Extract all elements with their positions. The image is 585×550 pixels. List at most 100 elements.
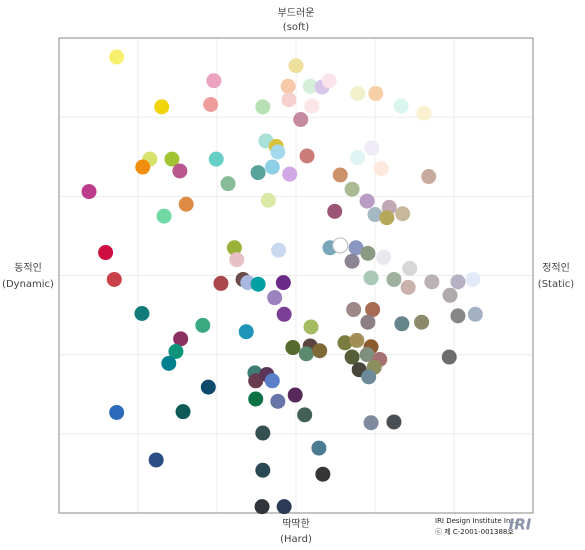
color-dot xyxy=(267,290,283,306)
color-dot xyxy=(365,302,381,318)
plot-frame xyxy=(58,37,534,514)
color-dot xyxy=(364,140,380,156)
color-dot xyxy=(363,270,379,286)
color-dot xyxy=(98,245,114,261)
color-dot xyxy=(175,404,191,420)
color-dot xyxy=(270,144,286,160)
color-dot xyxy=(109,404,125,420)
color-dot xyxy=(402,260,418,276)
color-dot xyxy=(276,499,292,515)
color-dot xyxy=(213,275,229,291)
color-dot xyxy=(465,271,481,287)
color-dot xyxy=(361,369,377,385)
color-dot xyxy=(172,163,188,179)
color-dot xyxy=(226,240,242,256)
color-dot xyxy=(255,425,271,441)
color-dot xyxy=(337,335,353,351)
color-dot xyxy=(248,391,264,407)
top-label: 부드러운 xyxy=(278,7,315,19)
color-dot xyxy=(350,85,366,101)
color-dot xyxy=(344,349,360,365)
color-dot xyxy=(321,73,337,89)
color-dot xyxy=(154,99,170,115)
color-dot xyxy=(350,150,366,166)
color-dot xyxy=(109,49,125,65)
color-dot xyxy=(260,192,276,208)
color-dot xyxy=(285,340,301,356)
color-dot xyxy=(368,85,384,101)
color-dot xyxy=(311,440,327,456)
color-dot xyxy=(421,169,437,185)
left-label: 동적인 xyxy=(14,262,42,274)
color-dot xyxy=(250,165,266,181)
color-dot xyxy=(386,414,402,430)
color-dot xyxy=(250,276,266,292)
color-dot xyxy=(442,287,458,303)
color-dot xyxy=(134,306,150,321)
color-dot xyxy=(264,159,280,175)
color-dot xyxy=(254,499,270,515)
color-dot xyxy=(106,271,122,287)
color-dot xyxy=(304,98,320,114)
color-dot xyxy=(299,148,315,164)
color-dot xyxy=(394,316,410,332)
color-dot xyxy=(206,73,222,89)
color-dot xyxy=(393,98,409,114)
bottom-label: 딱딱한 xyxy=(282,518,310,530)
color-dot xyxy=(276,306,292,322)
color-dot xyxy=(178,196,194,212)
color-dot xyxy=(302,78,318,94)
color-dot xyxy=(288,58,304,74)
top-label-en: (soft) xyxy=(283,22,309,33)
color-dot xyxy=(264,373,280,389)
color-dot xyxy=(287,387,303,403)
color-dot xyxy=(281,92,297,108)
color-dot xyxy=(424,274,440,290)
color-dot xyxy=(344,181,360,197)
color-dot xyxy=(414,314,430,330)
color-dot xyxy=(195,317,211,333)
color-dot xyxy=(200,379,216,395)
color-dot xyxy=(164,151,180,167)
color-dot xyxy=(173,331,189,347)
color-dot xyxy=(270,393,286,409)
color-dot xyxy=(363,415,379,431)
color-dot xyxy=(441,349,457,365)
color-dot xyxy=(400,279,416,295)
color-dot xyxy=(344,253,360,269)
color-dot xyxy=(450,308,466,324)
credit: ⓒ 제 C-2001-001388호 xyxy=(435,528,514,536)
color-dot xyxy=(348,240,364,256)
color-dot xyxy=(395,206,411,222)
color-dot xyxy=(81,184,97,200)
color-dot xyxy=(367,207,383,223)
credit: IRI Design Institute Inc. xyxy=(435,517,516,525)
color-dot xyxy=(135,159,151,175)
color-dot xyxy=(467,306,483,322)
color-dot xyxy=(297,407,313,423)
color-dot xyxy=(298,346,314,362)
color-dot xyxy=(255,99,271,115)
color-dot xyxy=(386,271,402,287)
logo: IRI xyxy=(509,516,532,534)
color-dot xyxy=(315,466,331,482)
right-label-en: (Static) xyxy=(538,279,574,290)
bottom-label-en: (Hard) xyxy=(280,534,312,545)
color-dot xyxy=(156,208,172,224)
color-dot xyxy=(255,462,271,478)
color-dot xyxy=(327,203,343,219)
color-dot xyxy=(161,355,177,371)
color-dot xyxy=(450,274,466,290)
color-dot xyxy=(238,324,254,340)
color-dot xyxy=(359,193,375,209)
color-dot xyxy=(376,249,392,265)
color-dot xyxy=(208,151,224,167)
left-label-en: (Dynamic) xyxy=(2,279,54,290)
color-dot xyxy=(203,97,219,112)
color-dot xyxy=(360,314,376,330)
color-dot xyxy=(416,105,432,121)
color-dot xyxy=(332,237,349,254)
color-dot xyxy=(220,176,236,192)
color-dot xyxy=(379,210,395,226)
